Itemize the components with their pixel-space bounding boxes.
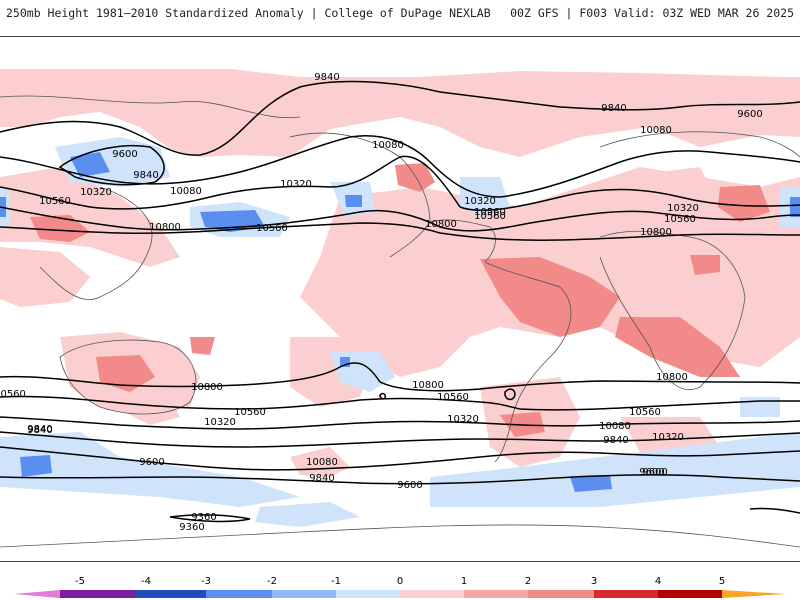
colorbar-swatch-pos45 (658, 590, 722, 598)
contour-label-9600: 9600 (112, 149, 137, 160)
contour-label-10320: 10320 (204, 417, 236, 428)
colorbar-swatch-pos23 (528, 590, 594, 598)
contour-closed-high-southamerica (504, 388, 516, 401)
contour-9360-east (749, 507, 800, 514)
contour-9600-south (0, 474, 800, 485)
colorbar-tick-label: 2 (525, 576, 531, 587)
colorbar-swatch-neg34 (136, 590, 206, 598)
colorbar-tick-label: 0 (397, 576, 403, 587)
contour-closed-low-southpacific (379, 392, 386, 400)
contour-label-10080: 10080 (170, 186, 202, 197)
contour-label-10800: 10800 (656, 372, 688, 383)
colorbar-tick-label: -3 (201, 576, 211, 587)
contour-labels: 9840 9840 9600 9600 9840 10080 10080 10080 10320… (0, 72, 763, 533)
contour-label-10320: 10320 (280, 179, 312, 190)
colorbar-swatch-pos12 (464, 590, 528, 598)
colorbar-tick-label: 4 (655, 576, 661, 587)
contour-9600-north (58, 144, 165, 186)
contour-10320-east (459, 188, 800, 212)
contour-label-9600: 9600 (737, 109, 762, 120)
colorbar-tick-label: -2 (267, 576, 277, 587)
contour-label-10800: 10800 (191, 382, 223, 393)
contour-label-9600: 9600 (139, 457, 164, 468)
contour-label-9840: 9840 (27, 425, 52, 436)
contour-label-10560: 10560 (437, 392, 469, 403)
contour-label-10800: 10800 (425, 219, 457, 230)
contour-label-10560: 10560 (474, 211, 506, 222)
contour-label-9360: 9360 (191, 512, 216, 523)
colorbar-swatch-pos34 (594, 590, 658, 598)
contour-label-10320: 10320 (652, 432, 684, 443)
contour-label-10560: 10560 (0, 389, 26, 400)
header: 250mb Height 1981–2010 Standardized Anom… (0, 0, 800, 34)
height-contours (0, 80, 800, 523)
model-run-info: 00Z GFS | F003 Valid: 03Z WED MAR 26 202… (510, 6, 794, 20)
colorbar-swatch-neg45 (60, 590, 136, 598)
contour-label-10080: 10080 (372, 140, 404, 151)
contour-label-9840: 9840 (314, 72, 339, 83)
colorbar-swatch-neg12 (272, 590, 336, 598)
contour-label-9840: 9840 (601, 103, 626, 114)
contour-10800-south (0, 362, 800, 392)
contour-label-10560: 10560 (664, 214, 696, 225)
contour-label-10800: 10800 (640, 227, 672, 238)
colorbar-tick-label: 1 (461, 576, 467, 587)
contour-label-10320: 10320 (464, 196, 496, 207)
contour-label-10080: 10080 (640, 125, 672, 136)
contour-label-9840: 9840 (309, 473, 334, 484)
contour-label-10320: 10320 (667, 203, 699, 214)
colorbar-tick-labels: -5 -4 -3 -2 -1 0 1 2 3 4 5 (75, 576, 725, 587)
contour-label-9840: 9840 (603, 435, 628, 446)
contour-10560-south (0, 395, 800, 411)
map-title: 250mb Height 1981–2010 Standardized Anom… (6, 6, 491, 20)
contour-10080-north (0, 135, 501, 198)
contour-10080-south (0, 431, 800, 448)
contour-label-9600: 9600 (397, 480, 422, 491)
colorbar-tick-label: -1 (331, 576, 341, 587)
colorbar-swatch-pos5 (722, 590, 786, 598)
contour-label-10080: 10080 (306, 457, 338, 468)
colorbar-tick-label: 3 (591, 576, 597, 587)
colorbar: -5 -4 -3 -2 -1 0 1 2 3 4 5 (14, 576, 786, 598)
coastlines (0, 95, 800, 548)
contour-label-10560: 10560 (474, 207, 506, 218)
contour-label-10800: 10800 (412, 380, 444, 391)
contour-10320 (0, 155, 461, 210)
colorbar-swatch-neg23 (206, 590, 272, 598)
contour-9840-south (0, 446, 800, 471)
colorbar-tick-label: -5 (75, 576, 85, 587)
contour-10080-east (499, 150, 800, 198)
colorbar-tick-label: -4 (141, 576, 151, 587)
colorbar-swatch-neg01 (336, 590, 400, 598)
colorbar-swatches (14, 590, 786, 598)
contour-10560 (0, 206, 531, 232)
colorbar-tick-label: 5 (719, 576, 725, 587)
contour-label-10800: 10800 (149, 222, 181, 233)
contour-10320-south (0, 416, 800, 430)
contour-label-10560: 10560 (234, 407, 266, 418)
contour-9360-south (169, 514, 251, 523)
contour-label-10560: 10560 (629, 407, 661, 418)
contour-label-9840: 9840 (27, 424, 52, 435)
colorbar-swatch-pos01 (400, 590, 464, 598)
strong-positive-anomaly-regions (30, 163, 770, 437)
colorbar-swatch-neg5 (14, 590, 60, 598)
contour-label-10560: 10560 (256, 223, 288, 234)
contour-10560-east (529, 210, 800, 224)
contour-label-9600: 9600 (642, 467, 667, 478)
contour-label-10080: 10080 (599, 421, 631, 432)
contour-label-9840: 9840 (133, 170, 158, 181)
contour-label-9600: 9600 (639, 467, 664, 478)
contour-label-9360: 9360 (179, 522, 204, 533)
contour-label-10560: 10560 (39, 196, 71, 207)
contour-label-10320: 10320 (447, 414, 479, 425)
contour-9840-north-2 (439, 91, 800, 111)
contour-10800-north (0, 222, 800, 241)
anomaly-map: 9840 9840 9600 9600 9840 10080 10080 10080 10320… (0, 36, 800, 562)
contour-9840-north (0, 80, 441, 156)
contour-label-10320: 10320 (80, 187, 112, 198)
